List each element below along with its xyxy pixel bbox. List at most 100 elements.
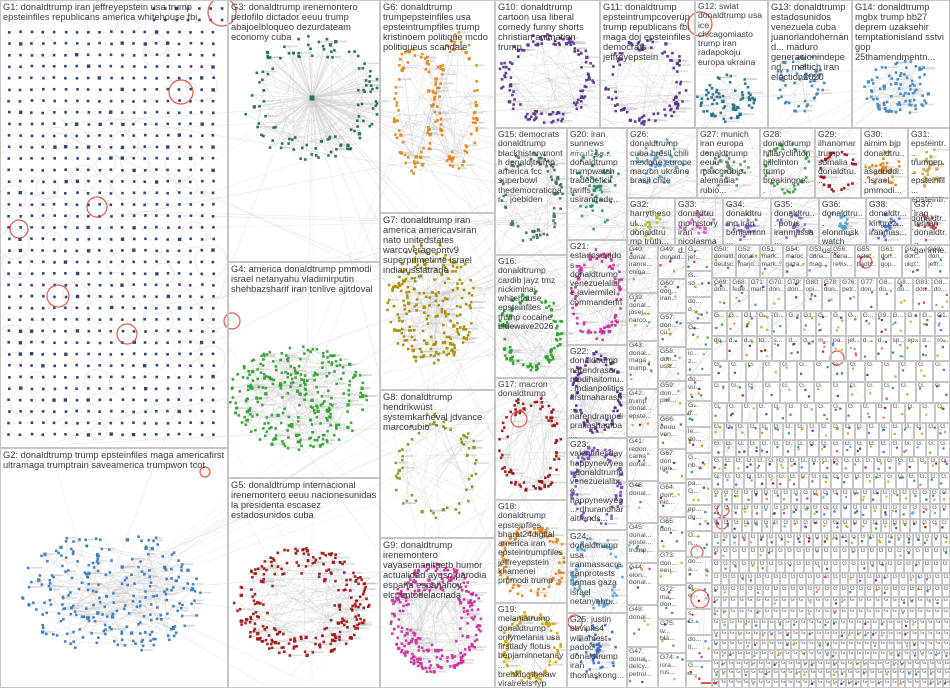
group-box-tiny[interactable]: G [856, 608, 865, 619]
group-box-small[interactable]: G... n... [686, 531, 712, 557]
group-box-tiny[interactable]: G [840, 560, 850, 573]
group-box-tiny[interactable]: G [805, 597, 814, 608]
group-box-tiny[interactable]: G. [874, 473, 886, 489]
group-box-tiny[interactable]: G [867, 560, 877, 573]
group-box-tiny[interactable]: G [766, 547, 777, 560]
group-box-tiny[interactable]: G [743, 640, 752, 650]
group-box-tiny[interactable]: G [729, 585, 738, 597]
group-box-tiny[interactable]: G. [729, 361, 746, 382]
group-box-tiny[interactable]: G. [939, 473, 950, 489]
group-box-g37[interactable]: G37: iraq tehran donaldtr... gavinne... [911, 198, 950, 264]
group-box-tiny[interactable]: G. [797, 382, 814, 403]
group-box-g6[interactable]: G6: donaldtrump trumpepsteinfiles usa ep… [380, 0, 495, 213]
group-box-tiny[interactable]: G [821, 519, 831, 533]
group-box-tiny[interactable]: G. [741, 403, 757, 423]
group-box-tiny[interactable]: G [880, 489, 891, 504]
group-box-tiny[interactable]: G. [809, 473, 821, 489]
group-box-g77[interactable]: G77: don... [858, 278, 877, 311]
group-box-tiny[interactable]: G [808, 660, 817, 669]
group-box-tiny[interactable]: G [719, 619, 728, 630]
group-box-tiny[interactable]: G [941, 597, 950, 608]
group-box-tiny[interactable]: G [934, 619, 943, 630]
group-box-tiny[interactable]: G [729, 573, 738, 585]
group-box-g81[interactable]: G8... do... [876, 278, 896, 311]
group-box-tiny[interactable]: G [865, 573, 874, 585]
group-box-tiny[interactable]: G [868, 679, 876, 688]
group-box-tiny[interactable]: G [801, 489, 812, 504]
group-box-tiny[interactable]: G [882, 597, 891, 608]
group-box-small[interactable]: G... [860, 311, 876, 336]
group-box-tiny[interactable]: G [727, 619, 736, 630]
group-box-tiny[interactable]: G. [746, 382, 763, 403]
group-box-tiny[interactable]: G [799, 630, 808, 640]
group-box-tiny[interactable]: G [815, 619, 824, 630]
group-box-tiny[interactable]: G [890, 660, 898, 669]
group-box-tiny[interactable]: G [761, 519, 772, 533]
group-box-g10[interactable]: G10: donaldtrump cartoon usa liberal com… [495, 0, 600, 128]
group-box-tiny[interactable]: G [880, 519, 891, 533]
group-box-tiny[interactable]: G. [916, 382, 933, 403]
group-box-g52[interactable]: G52: donal... marjo... [735, 245, 760, 278]
group-box-small[interactable]: G1... [741, 311, 757, 336]
group-box-tiny[interactable]: G. [744, 473, 756, 489]
group-box-tiny[interactable]: G [764, 669, 772, 679]
group-box-tiny[interactable]: G [712, 660, 720, 669]
group-box-tiny[interactable]: G [916, 585, 925, 597]
group-box-small[interactable]: pa... [831, 336, 846, 361]
group-box-g48[interactable]: G48: donal... [627, 605, 658, 647]
group-box-tiny[interactable]: G [942, 660, 950, 669]
group-box-tiny[interactable]: G [743, 650, 752, 660]
group-box-tiny[interactable]: G [940, 560, 950, 573]
group-box-tiny[interactable]: G [729, 608, 738, 619]
group-box-g4[interactable]: G4: america donaldtrump pmmodi israel ne… [228, 262, 380, 478]
group-box-small[interactable]: ic... z... [686, 349, 712, 375]
group-box-tiny[interactable]: G [860, 489, 871, 504]
group-box-tiny[interactable]: G [822, 573, 831, 585]
group-box-tiny[interactable]: G. [816, 403, 831, 423]
group-box-tiny[interactable]: G [850, 519, 861, 533]
group-box-tiny[interactable]: G [783, 650, 792, 660]
group-box-tiny[interactable]: G [849, 547, 859, 560]
group-box-small[interactable]: G... nb... [686, 453, 712, 479]
group-box-tiny[interactable]: G [831, 547, 841, 560]
group-box-tiny[interactable]: G [741, 489, 752, 504]
group-box-tiny[interactable]: G. [712, 423, 724, 440]
group-box-tiny[interactable]: G [916, 573, 925, 585]
group-box-tiny[interactable]: G [942, 669, 950, 679]
group-box-tiny[interactable]: G [726, 669, 735, 679]
group-box-tiny[interactable]: G [848, 585, 857, 597]
group-box-tiny[interactable]: G [816, 660, 824, 669]
group-box-tiny[interactable]: G. [798, 457, 810, 473]
group-box-tiny[interactable]: G. [712, 440, 724, 457]
group-box-tiny[interactable]: G [840, 519, 851, 533]
group-box-tiny[interactable]: G [805, 585, 814, 597]
group-box-tiny[interactable]: G. [860, 403, 876, 423]
group-box-tiny[interactable]: G [926, 619, 935, 630]
group-box-tiny[interactable]: G [831, 679, 839, 688]
group-box-tiny[interactable]: G. [926, 440, 939, 457]
group-box-tiny[interactable]: G. [935, 403, 950, 423]
group-box-tiny[interactable]: G [831, 573, 840, 585]
group-box-g23[interactable]: G23: valentinesday happynewyear donaldtr… [567, 438, 627, 530]
group-box-g56[interactable]: G56: dona... revis... [831, 245, 855, 278]
group-box-small[interactable]: G... [920, 311, 936, 336]
group-box-tiny[interactable]: G [868, 669, 876, 679]
group-box-tiny[interactable]: G [797, 597, 806, 608]
group-box-tiny[interactable]: G [907, 597, 916, 608]
group-box-tiny[interactable]: G [780, 573, 789, 585]
group-box-tiny[interactable]: G [912, 679, 921, 688]
group-box-tiny[interactable]: G [900, 519, 911, 533]
group-box-tiny[interactable]: G [751, 640, 760, 650]
group-box-tiny[interactable]: G [907, 573, 916, 585]
group-box-tiny[interactable]: G. [712, 382, 729, 403]
group-box-g71[interactable]: G71: marf... [748, 278, 767, 311]
group-box-tiny[interactable]: G [838, 669, 846, 679]
group-box-tiny[interactable]: G [853, 669, 861, 679]
group-box-tiny[interactable]: G [831, 640, 839, 650]
group-box-tiny[interactable]: G [785, 533, 795, 547]
group-box-g74[interactable]: G74: isra... rus... [658, 653, 686, 688]
group-box-tiny[interactable]: G. [831, 473, 842, 489]
group-box-tiny[interactable]: G [927, 660, 936, 669]
group-box-g69[interactable]: G69: don... [712, 278, 731, 311]
group-box-tiny[interactable]: G [739, 547, 749, 560]
